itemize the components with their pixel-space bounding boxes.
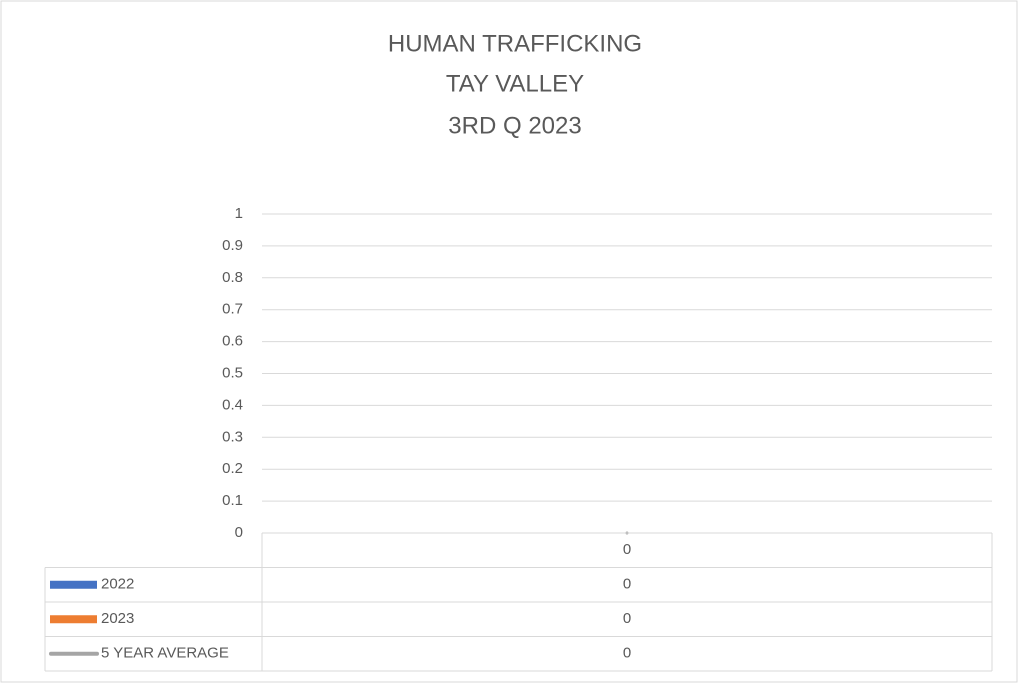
x-tick-label: 0 [623,541,631,558]
table-value: 0 [623,576,631,593]
y-tick-label: 0 [235,524,243,541]
y-tick-label: 0.5 [222,364,243,381]
y-tick-label: 1 [235,205,243,222]
table-value: 0 [623,645,631,662]
table-value: 0 [623,610,631,627]
y-tick-label: 0.3 [222,428,243,445]
legend-key [50,615,97,624]
y-tick-label: 0.9 [222,237,243,254]
legend-key [50,580,97,589]
y-tick-label: 0.7 [222,301,243,318]
legend-label: 2023 [101,610,134,627]
y-tick-label: 0.8 [222,269,243,286]
chart-title: TAY VALLEY [446,70,584,97]
y-tick-label: 0.1 [222,492,243,509]
y-tick-label: 0.4 [222,396,243,413]
legend-label: 5 YEAR AVERAGE [101,645,229,662]
chart-title: 3RD Q 2023 [448,112,581,139]
chart-title: HUMAN TRAFFICKING [388,30,642,57]
y-tick-label: 0.6 [222,333,243,350]
y-tick-label: 0.2 [222,460,243,477]
legend-label: 2022 [101,576,134,593]
